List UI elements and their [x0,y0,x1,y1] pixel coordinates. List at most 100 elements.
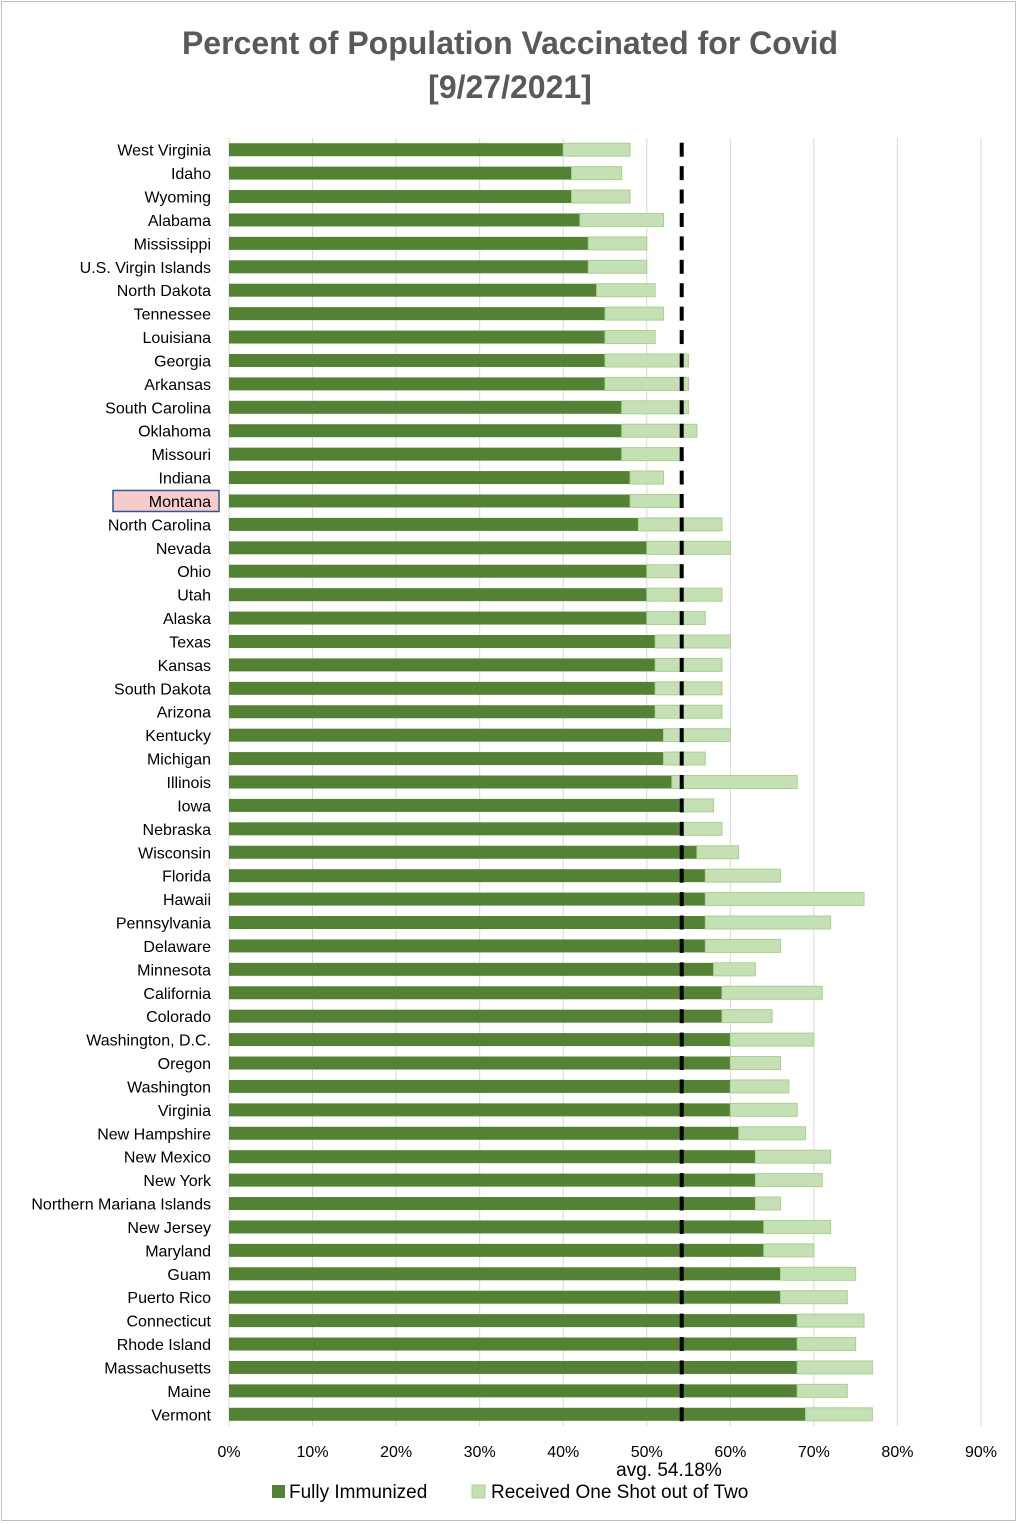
x-tick-label: 60% [714,1444,746,1461]
category-label-nebraska: Nebraska [143,822,212,839]
bar-one-shot-maine [796,1383,848,1398]
bar-fully-immunized-washington [229,1079,731,1093]
bar-fully-immunized-alaska [229,611,647,625]
bar-fully-immunized-arizona [229,705,656,719]
bar-one-shot-tennessee [604,306,664,321]
bar-fully-immunized-alabama [229,213,580,227]
category-label-minnesota: Minnesota [137,962,211,979]
category-label-mississippi: Mississippi [134,236,211,253]
bar-one-shot-delaware [704,938,781,953]
bar-one-shot-missouri [621,447,681,462]
x-tick-label: 90% [965,1444,997,1461]
bar-one-shot-oklahoma [621,423,698,438]
bar-fully-immunized-south-dakota [229,681,656,695]
bar-one-shot-louisiana [604,330,656,345]
category-label-louisiana: Louisiana [143,330,212,347]
bar-one-shot-oregon [729,1056,781,1071]
highlight-layer [112,489,220,513]
category-labels: West Virginia Idaho Wyoming Alabama Mississi… [31,143,212,1425]
category-label-hawaii: Hawaii [163,892,211,909]
bar-fully-immunized-utah [229,588,647,602]
bar-one-shot-arizona [654,704,723,719]
bar-one-shot-nebraska [679,821,723,836]
average-label: avg. 54.18% [616,1460,722,1481]
x-tick-label: 20% [380,1444,412,1461]
bar-one-shot-new-york [754,1173,823,1188]
bar-one-shot-new-mexico [754,1149,832,1164]
bar-one-shot-minnesota [713,962,756,977]
bar-one-shot-connecticut [796,1313,865,1328]
category-label-new-york: New York [143,1173,212,1190]
category-label-arkansas: Arkansas [144,377,211,394]
category-label-missouri: Missouri [151,447,211,464]
bar-fully-immunized-new-york [229,1173,756,1187]
x-tick-label: 40% [547,1444,579,1461]
category-label-guam: Guam [167,1267,211,1284]
bar-one-shot-northern-mariana-islands [754,1196,781,1211]
bar-fully-immunized-illinois [229,775,672,789]
bar-one-shot-wisconsin [696,845,740,860]
bar-one-shot-texas [654,634,731,649]
bar-one-shot-michigan [662,751,706,766]
category-label-northern-mariana-islands: Northern Mariana Islands [31,1197,211,1214]
bar-fully-immunized-vermont [229,1407,806,1421]
category-label-michigan: Michigan [147,752,211,769]
legend-swatch-fully-immunized [272,1485,285,1498]
bar-fully-immunized-north-dakota [229,283,597,297]
bar-one-shot-rhode-island [796,1337,857,1352]
x-tick-labels: 0% 10% 20% 30% 40% 50% 60% 70% 80% 90% [217,1444,997,1461]
bar-fully-immunized-idaho [229,166,572,180]
bar-one-shot-south-carolina [621,400,690,415]
bar-one-shot-colorado [721,1009,773,1024]
category-label-wisconsin: Wisconsin [138,845,211,862]
category-label-indiana: Indiana [159,471,212,488]
bar-one-shot-pennsylvania [704,915,832,930]
bar-fully-immunized-florida [229,869,706,883]
x-tick-label: 30% [464,1444,496,1461]
bar-fully-immunized-montana [229,494,631,508]
category-label-florida: Florida [162,869,211,886]
category-label-alabama: Alabama [148,213,211,230]
category-label-maine: Maine [167,1384,211,1401]
category-label-oregon: Oregon [158,1056,211,1073]
category-label-south-dakota: South Dakota [114,681,211,698]
category-label-pennsylvania: Pennsylvania [116,916,211,933]
category-label-new-mexico: New Mexico [124,1150,211,1167]
bar-fully-immunized-maine [229,1384,798,1398]
bar-one-shot-u-s-virgin-islands [587,259,648,274]
bar-one-shot-alaska [646,611,706,626]
bar-one-shot-alabama [579,212,664,227]
category-label-utah: Utah [177,588,211,605]
bar-fully-immunized-massachusetts [229,1360,798,1374]
category-label-virginia: Virginia [158,1103,211,1120]
legend-swatch-one-shot [471,1484,486,1499]
bar-one-shot-washington [729,1079,790,1094]
bar-one-shot-arkansas [604,376,690,391]
category-label-puerto-rico: Puerto Rico [127,1290,211,1307]
bar-fully-immunized-washington-d-c [229,1033,731,1047]
x-tick-label: 70% [798,1444,830,1461]
bar-one-shot-guam [779,1266,857,1281]
chart-title-line1: Percent of Population Vaccinated for Cov… [182,25,838,61]
bar-one-shot-maryland [763,1243,815,1258]
bar-one-shot-mississippi [587,236,648,251]
bar-fully-immunized-minnesota [229,962,714,976]
category-label-alaska: Alaska [163,611,211,628]
bar-fully-immunized-puerto-rico [229,1290,781,1304]
category-label-texas: Texas [169,634,211,651]
category-label-illinois: Illinois [167,775,211,792]
bar-fully-immunized-delaware [229,939,706,953]
bar-one-shot-west-virginia [562,142,631,157]
category-label-iowa: Iowa [177,798,211,815]
category-label-connecticut: Connecticut [127,1314,212,1331]
legend-label-fully-immunized: Fully Immunized [289,1482,427,1503]
bar-one-shot-utah [646,587,723,602]
category-label-new-jersey: New Jersey [127,1220,211,1237]
x-tick-label: 80% [881,1444,913,1461]
bar-fully-immunized-new-jersey [229,1220,764,1234]
bar-fully-immunized-pennsylvania [229,916,706,930]
category-label-maryland: Maryland [145,1243,211,1260]
bar-fully-immunized-virginia [229,1103,731,1117]
bar-fully-immunized-wyoming [229,190,572,204]
